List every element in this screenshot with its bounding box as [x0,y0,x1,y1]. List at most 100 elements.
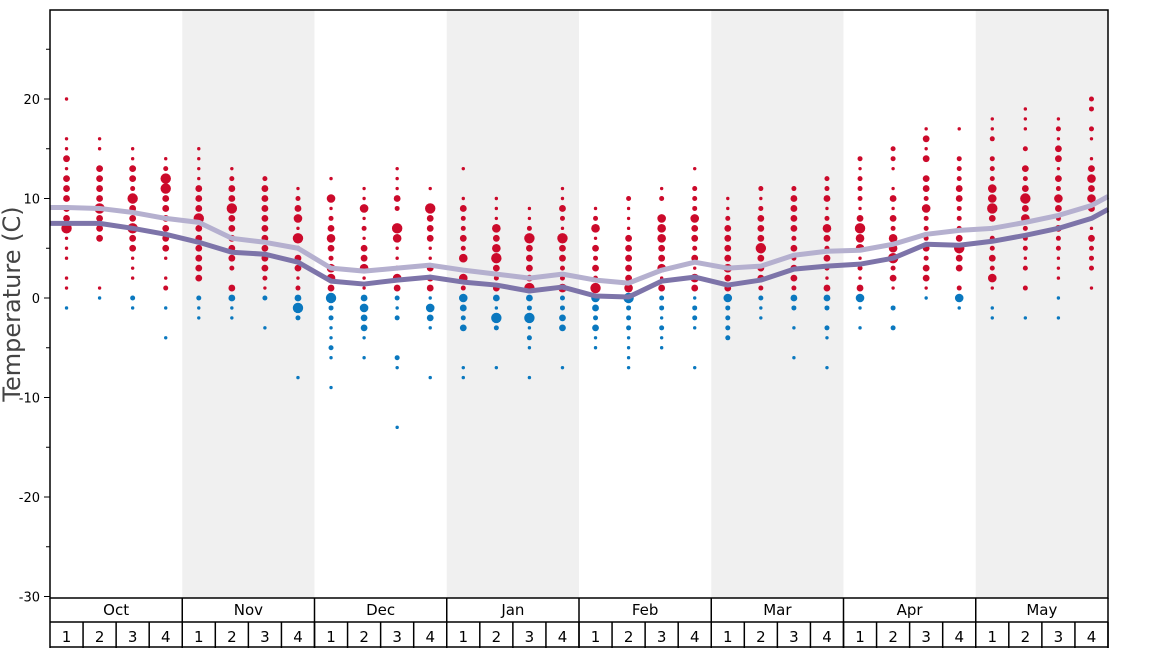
temperature-dot [428,246,432,250]
temperature-dot [64,147,69,151]
temperature-dot [658,244,666,252]
temperature-dot [426,284,434,292]
temperature-dot [593,346,598,350]
temperature-dot [825,276,829,280]
temperature-dot [626,226,631,231]
x-axis: Oct Nov Dec Jan Feb Mar Apr May 1 2 3 4 1 2 3 4 1 2 3 4 1 2 3 4… [49,598,1109,648]
y-tick-label: -20 [19,491,40,506]
temperature-dot [659,305,665,311]
temperature-dot [164,306,168,310]
temperature-dot [428,256,432,260]
y-tick-label: 0 [32,292,40,307]
temperature-dot [328,215,334,221]
temperature-dot [527,346,532,350]
temperature-dot [97,137,102,141]
temperature-dot [1056,117,1061,121]
temperature-dot [955,254,963,262]
temperature-dot [626,346,631,350]
temperature-dot [957,127,961,131]
temperature-dot [292,233,304,244]
week-label: 2 [888,628,898,646]
temperature-dot [1055,205,1062,212]
temperature-dot [261,185,269,192]
temperature-dot [955,185,963,192]
temperature-dot [325,292,337,304]
temperature-dot [362,356,366,360]
month-band [711,10,844,598]
temperature-dot [392,234,402,243]
temperature-dot [921,204,931,213]
temperature-dot [592,244,599,252]
temperature-dot [1056,166,1061,171]
temperature-dot [395,186,399,191]
temperature-dot [924,296,928,300]
temperature-dot [295,315,301,321]
temperature-dot [226,203,238,214]
y-tick-label: 10 [23,193,40,208]
temperature-dot [1088,126,1094,132]
temperature-dot [97,286,102,290]
temperature-dot [361,225,367,231]
temperature-dot [857,186,863,192]
temperature-dot [329,336,333,340]
temperature-dot [922,274,930,282]
temperature-dot [989,156,995,162]
temperature-dot [626,365,631,370]
week-label: 4 [558,628,568,646]
temperature-dot [659,295,665,301]
temperature-dot [494,196,499,201]
temperature-dot [987,203,998,214]
temperature-dot [163,166,169,172]
temperature-dot [955,195,963,202]
temperature-dot [1056,137,1061,141]
temperature-dot [263,286,267,290]
temperature-dot [759,306,763,310]
temperature-dot [990,127,994,131]
temperature-dot [956,285,962,291]
temperature-dot [362,186,366,191]
temperature-dot [823,234,831,242]
week-label: 3 [392,628,402,646]
temperature-dot [790,224,798,232]
temperature-dot [195,244,203,252]
temperature-dot [526,264,533,272]
temperature-dot [590,282,601,294]
temperature-dot [428,375,432,380]
temperature-dot [990,316,994,320]
temperature-dot [791,235,797,241]
temperature-dot [459,234,467,242]
temperature-dot [394,205,400,211]
temperature-dot [326,234,336,243]
temperature-dot [230,306,234,310]
temperature-dot [394,315,400,321]
week-label: 3 [789,628,799,646]
temperature-dot [459,205,467,212]
temperature-dot [329,385,333,390]
temperature-dot [624,283,633,293]
temperature-dot [891,166,895,171]
week-label: 1 [326,628,336,646]
temperature-dot [491,253,502,264]
temperature-dot [494,365,499,370]
temperature-dot [823,284,831,292]
temperature-dot [160,183,171,194]
temperature-dot [261,215,269,222]
temperature-dot [428,186,432,191]
temperature-dot [362,196,366,201]
temperature-dot [526,254,533,262]
temperature-dot [857,196,863,201]
temperature-dot [1054,194,1063,203]
temperature-dot [162,244,170,252]
temperature-dot [858,166,862,171]
temperature-dot [725,215,731,221]
temperature-dot [395,166,399,171]
week-label: 1 [194,628,204,646]
temperature-dot [294,294,302,302]
temperature-dot [1023,256,1028,260]
temperature-dot [792,326,796,330]
week-label: 1 [988,628,998,646]
temperature-dot [559,205,566,212]
temperature-dot [957,306,961,310]
temperature-dot [130,295,136,301]
temperature-dot [989,245,995,251]
